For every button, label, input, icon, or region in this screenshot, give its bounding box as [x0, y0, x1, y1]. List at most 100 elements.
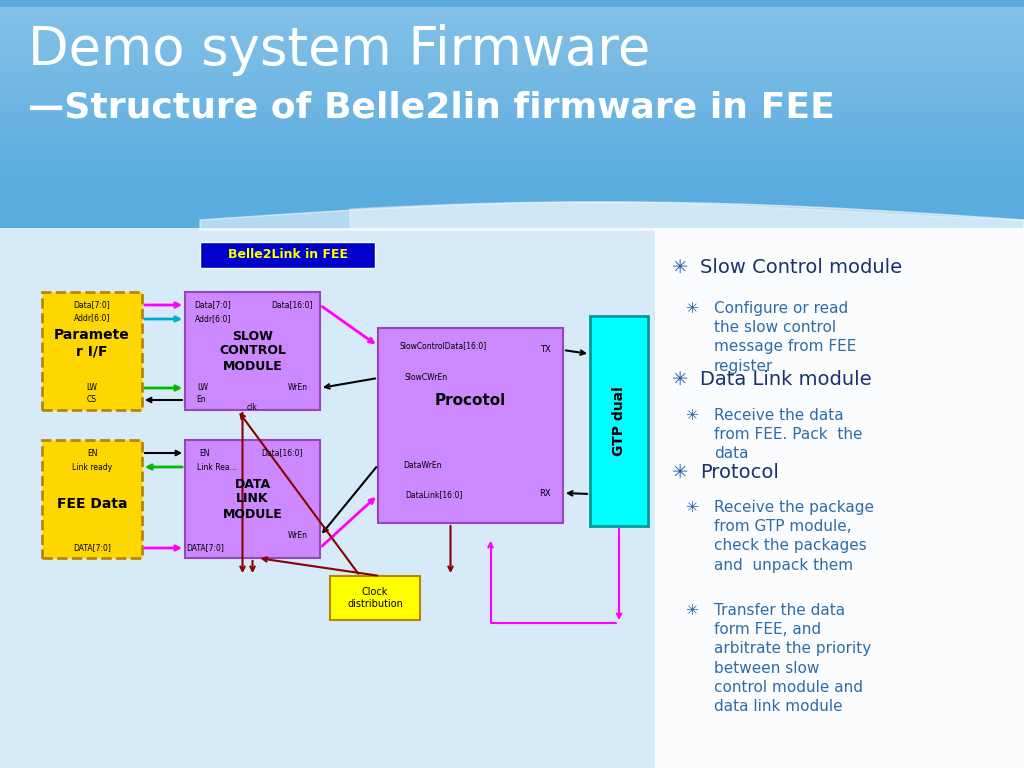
Bar [185, 292, 319, 410]
Bar [0, 10, 1024, 13]
Text: FEE Data: FEE Data [56, 497, 127, 511]
Text: Data[16:0]: Data[16:0] [261, 449, 303, 458]
Text: DATA
LINK
MODULE: DATA LINK MODULE [222, 478, 283, 521]
Text: DataWrEn: DataWrEn [402, 461, 441, 469]
Bar [0, 184, 1024, 187]
Bar [0, 67, 1024, 70]
Bar [0, 43, 1024, 46]
Text: LW: LW [198, 383, 209, 392]
Text: ✳: ✳ [686, 408, 698, 423]
Bar [0, 25, 1024, 28]
Bar [0, 28, 1024, 31]
Bar [655, 228, 1024, 768]
Bar [0, 82, 1024, 85]
Bar [0, 73, 1024, 76]
Text: Addr[6:0]: Addr[6:0] [74, 313, 111, 323]
Bar [0, 52, 1024, 55]
Bar [0, 85, 1024, 88]
Bar [0, 172, 1024, 175]
Bar [0, 154, 1024, 157]
Text: ✳: ✳ [686, 603, 698, 618]
Bar [0, 55, 1024, 58]
Text: Demo system Firmware: Demo system Firmware [28, 24, 650, 76]
Bar [0, 109, 1024, 112]
Bar [0, 31, 1024, 34]
Bar [0, 34, 1024, 37]
Text: DATA[7:0]: DATA[7:0] [186, 544, 224, 552]
Text: Data[16:0]: Data[16:0] [271, 300, 312, 310]
Bar [0, 106, 1024, 109]
Text: En: En [197, 396, 206, 405]
Text: Receive the package
from GTP module,
check the packages
and  unpack them: Receive the package from GTP module, che… [714, 500, 874, 573]
Text: DataLink[16:0]: DataLink[16:0] [406, 491, 463, 499]
Text: RX: RX [540, 488, 551, 498]
Bar [0, 181, 1024, 184]
Bar [0, 136, 1024, 139]
Bar [0, 151, 1024, 154]
Text: ✳: ✳ [672, 370, 688, 389]
Bar [0, 112, 1024, 115]
Bar [0, 79, 1024, 82]
Text: Addr[6:0]: Addr[6:0] [195, 315, 231, 323]
Bar [0, 16, 1024, 19]
Bar [0, 100, 1024, 103]
Bar [0, 142, 1024, 145]
Bar [378, 328, 563, 523]
Bar [0, 130, 1024, 133]
Text: Data Link module: Data Link module [700, 370, 871, 389]
Text: ✳: ✳ [672, 258, 688, 277]
Text: GTP dual: GTP dual [612, 386, 626, 456]
Bar [0, 7, 1024, 10]
Text: WrEn: WrEn [288, 531, 308, 541]
Text: —Structure of Belle2lin firmware in FEE: —Structure of Belle2lin firmware in FEE [28, 91, 835, 125]
Bar [42, 440, 142, 558]
Bar [0, 115, 1024, 118]
Text: SlowCWrEn: SlowCWrEn [404, 373, 447, 382]
Text: clk: clk [247, 403, 258, 412]
Text: ✳: ✳ [672, 463, 688, 482]
Bar [0, 124, 1024, 127]
Text: Protocol: Protocol [700, 463, 779, 482]
Bar [0, 0, 1024, 230]
Bar [0, 40, 1024, 43]
Bar [0, 13, 1024, 16]
Bar [0, 118, 1024, 121]
Text: Link Rea...: Link Rea... [198, 462, 237, 472]
Bar [0, 88, 1024, 91]
Text: WrEn: WrEn [288, 383, 308, 392]
Text: Slow Control module: Slow Control module [700, 258, 902, 277]
Bar [185, 440, 319, 558]
Bar [0, 64, 1024, 67]
Bar [0, 103, 1024, 106]
Bar [0, 49, 1024, 52]
Text: Receive the data
from FEE. Pack  the
data: Receive the data from FEE. Pack the data [714, 408, 862, 462]
Bar [0, 175, 1024, 178]
Text: Procotol: Procotol [435, 393, 506, 408]
Text: EN: EN [200, 449, 210, 458]
Bar [0, 22, 1024, 25]
Text: Transfer the data
form FEE, and
arbitrate the priority
between slow
control modu: Transfer the data form FEE, and arbitrat… [714, 603, 871, 714]
Bar [0, 91, 1024, 94]
Text: TX: TX [540, 346, 550, 355]
Bar [0, 46, 1024, 49]
Bar [0, 145, 1024, 148]
Text: CS: CS [87, 396, 97, 405]
Bar [0, 121, 1024, 124]
Text: Data[7:0]: Data[7:0] [195, 300, 231, 310]
Bar [0, 133, 1024, 136]
Text: ✳: ✳ [686, 500, 698, 515]
Text: Configure or read
the slow control
message from FEE
register: Configure or read the slow control messa… [714, 301, 856, 373]
Text: Belle2Link in FEE: Belle2Link in FEE [227, 249, 347, 261]
Bar [42, 292, 142, 410]
Bar [0, 70, 1024, 73]
Bar [0, 178, 1024, 181]
Text: LW: LW [86, 383, 97, 392]
Polygon shape [350, 202, 1024, 230]
Bar [0, 97, 1024, 100]
Bar [0, 160, 1024, 163]
Text: Paramete
r I/F: Paramete r I/F [54, 328, 130, 358]
Bar [0, 163, 1024, 166]
Bar [0, 76, 1024, 79]
Text: Clock
distribution: Clock distribution [347, 588, 402, 609]
Polygon shape [200, 202, 1024, 230]
